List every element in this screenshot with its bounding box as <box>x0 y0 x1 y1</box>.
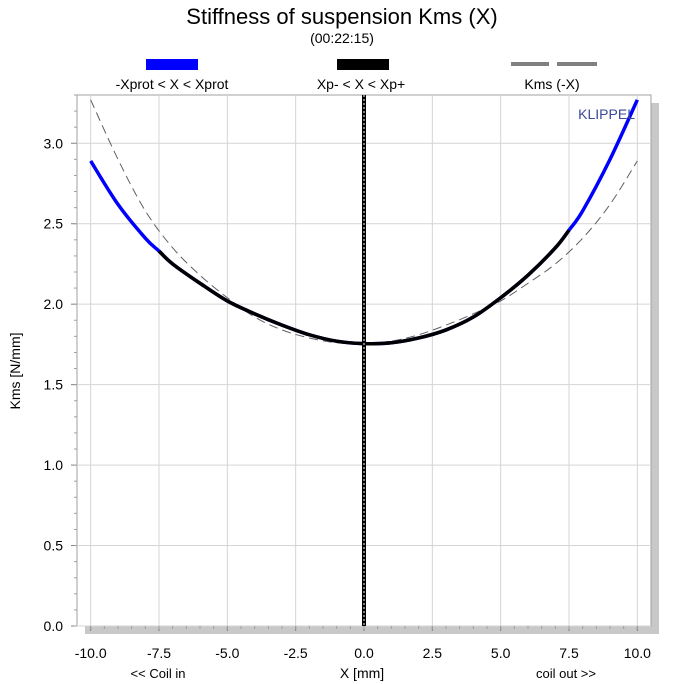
x-tick-label: 7.5 <box>559 645 579 661</box>
x-axis-ticks: -10.0 -7.5 -5.0 -2.5 0.0 2.5 5.0 7.5 10.0 <box>75 626 651 661</box>
x-axis-note-left: << Coil in <box>131 666 186 681</box>
legend-label-xprot: -Xprot < X < Xprot <box>116 76 229 92</box>
x-tick-label: 5.0 <box>491 645 511 661</box>
y-tick-label: 1.0 <box>44 457 64 473</box>
x-axis-note-right: coil out >> <box>536 666 596 681</box>
chart-subtitle: (00:22:15) <box>310 30 374 46</box>
series-kms-neg-x <box>90 99 638 345</box>
series-lines <box>89 95 639 626</box>
legend-swatch-kms-neg-dash-2 <box>557 62 597 66</box>
chart-title: Stiffness of suspension Kms (X) <box>186 4 497 29</box>
y-axis-ticks: 0.0 0.5 1.0 1.5 2.0 2.5 3.0 <box>44 94 77 634</box>
legend-label-xp: Xp- < X < Xp+ <box>317 76 405 92</box>
brand-label: KLIPPEL <box>578 106 635 122</box>
y-tick-label: 0.5 <box>44 538 64 554</box>
y-tick-label: 0.0 <box>44 618 64 634</box>
legend-swatch-xprot <box>146 59 198 70</box>
y-tick-label: 2.5 <box>44 216 64 232</box>
x-tick-label: -2.5 <box>284 645 308 661</box>
x-tick-label: -7.5 <box>147 645 171 661</box>
x-axis-label: X [mm] <box>340 665 384 681</box>
y-tick-label: 1.5 <box>44 377 64 393</box>
x-tick-label: 0.0 <box>354 645 374 661</box>
legend-label-kms-neg: Kms (-X) <box>524 76 579 92</box>
y-tick-label: 3.0 <box>44 135 64 151</box>
legend-swatch-kms-neg-dash-1 <box>511 62 549 66</box>
legend-swatch-xp <box>337 59 389 70</box>
x-tick-label: -5.0 <box>215 645 239 661</box>
x-tick-label: 2.5 <box>423 645 443 661</box>
y-tick-label: 2.0 <box>44 296 64 312</box>
y-axis-label: Kms [N/mm] <box>7 333 23 410</box>
legend: -Xprot < X < Xprot Xp- < X < Xp+ Kms (-X… <box>116 59 597 92</box>
x-tick-label: 10.0 <box>624 645 651 661</box>
x-tick-label: -10.0 <box>75 645 107 661</box>
